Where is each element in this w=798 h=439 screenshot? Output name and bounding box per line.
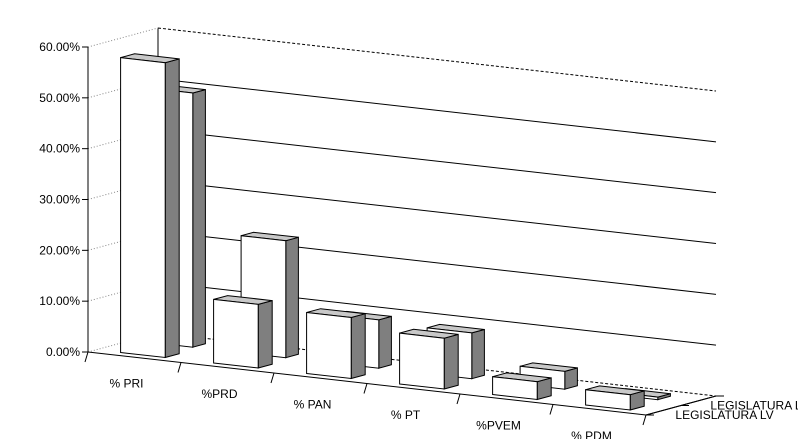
gridline [157, 129, 717, 194]
category-label: %PVEM [476, 418, 521, 432]
bar-lv-5 [585, 385, 645, 411]
bar-lv-0-side [164, 58, 180, 359]
series-label: LEGISLATURA LV [675, 408, 773, 422]
bar-lvi-3-side [471, 328, 485, 380]
y-tick-label: 10.00% [39, 294, 80, 308]
bar-lv-1-front [213, 298, 259, 369]
bar-lv-3-front [399, 332, 445, 390]
x-tick-mark [363, 383, 368, 394]
bar-lv-3 [399, 328, 459, 390]
bar-lvi-0-side [192, 88, 206, 348]
x-tick-mark [84, 351, 89, 363]
y-tick-label: 30.00% [39, 193, 80, 207]
bar-lv-5-front [585, 389, 631, 411]
x-tick-mark [549, 404, 554, 415]
bar-lv-1 [213, 295, 273, 369]
series-lv-bars [120, 53, 645, 411]
y-tick-label: 50.00% [39, 91, 80, 105]
bar-lv-2-side [350, 313, 366, 380]
category-label: % PRI [109, 376, 143, 390]
bar-lvi-1-side [285, 236, 299, 359]
category-label: % PDM [571, 429, 612, 439]
x-tick-mark [270, 372, 275, 384]
category-label: % PT [391, 408, 421, 422]
series-labels: LEGISLATURA LVILEGISLATURA LV [675, 398, 798, 422]
y-tick-labels: 0.00% 10.00% 20.00% 30.00% 40.00% 50.00% 60.00… [39, 40, 80, 359]
gridline [157, 180, 717, 244]
y-tick-label: 0.00% [46, 345, 80, 359]
gridline [157, 27, 717, 92]
category-label: %PRD [201, 387, 237, 401]
gridline-side [87, 27, 159, 48]
y-tick-label: 20.00% [39, 243, 80, 257]
x-tick-mark [177, 362, 182, 373]
x-tick-mark [642, 414, 647, 426]
y-tick-label: 60.00% [39, 40, 80, 54]
category-label: % PAN [294, 397, 332, 411]
series-label: LEGISLATURA LVI [710, 398, 798, 412]
bar-lv-0-front [120, 57, 166, 359]
bar-lv-3-side [443, 333, 459, 390]
category-labels: % PRI %PRD % PAN % PT %PVEM % PDM [109, 376, 611, 439]
x-tick-mark [456, 393, 461, 405]
gridline [157, 78, 717, 143]
bar-lv-2-front [306, 311, 352, 380]
bar-lv-4-front [492, 376, 538, 401]
axes [82, 46, 724, 426]
bar-lv-4 [492, 372, 552, 401]
bar-lv-0 [120, 53, 180, 359]
y-tick-label: 40.00% [39, 142, 80, 156]
bar-lv-2 [306, 308, 366, 380]
bar-lvi-2-side [378, 315, 392, 369]
bar-lv-1-side [257, 299, 273, 369]
